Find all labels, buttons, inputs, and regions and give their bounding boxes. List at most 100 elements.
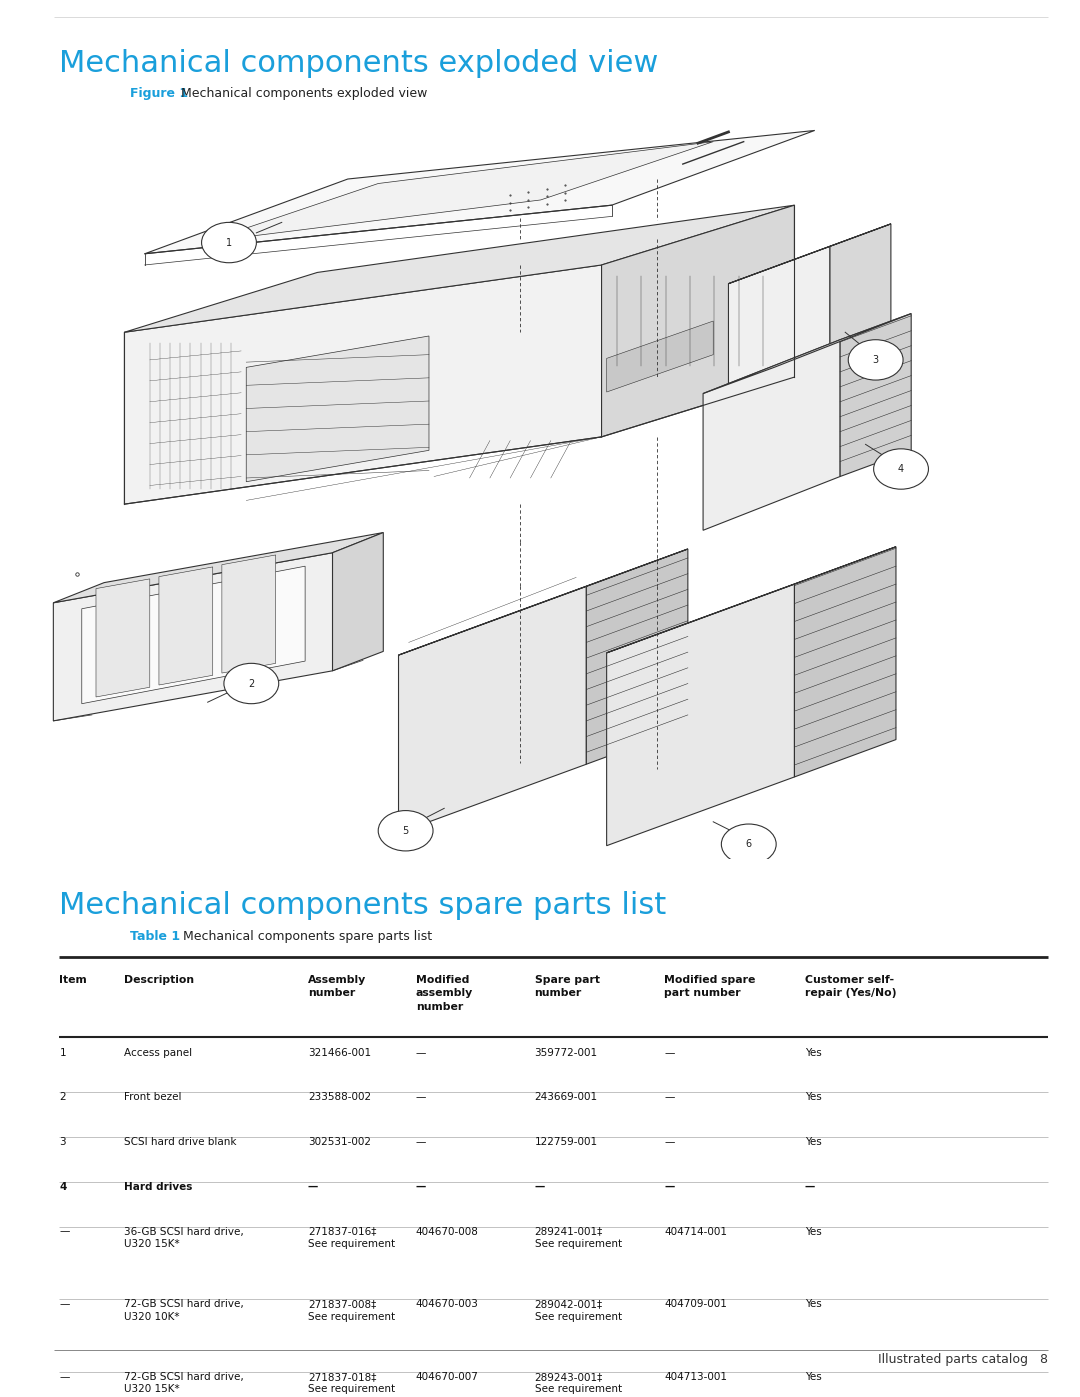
Text: 404713-001: 404713-001 <box>664 1372 727 1382</box>
Text: 36-GB SCSI hard drive,
U320 15K*: 36-GB SCSI hard drive, U320 15K* <box>124 1227 244 1249</box>
Text: 271837-008‡
See requirement: 271837-008‡ See requirement <box>308 1299 395 1322</box>
Text: 289042-001‡
See requirement: 289042-001‡ See requirement <box>535 1299 622 1322</box>
Text: 122759-001: 122759-001 <box>535 1137 597 1147</box>
Text: Modified
assembly
number: Modified assembly number <box>416 975 473 1011</box>
Text: Figure 1: Figure 1 <box>130 87 188 99</box>
Circle shape <box>378 810 433 851</box>
Text: —: — <box>416 1092 427 1102</box>
Polygon shape <box>53 532 383 602</box>
Text: 289243-001‡
See requirement: 289243-001‡ See requirement <box>535 1372 622 1394</box>
Text: Table 1: Table 1 <box>130 930 179 943</box>
Polygon shape <box>333 532 383 671</box>
Text: 4: 4 <box>59 1182 67 1192</box>
Polygon shape <box>246 335 429 482</box>
Text: 2: 2 <box>59 1092 66 1102</box>
Text: Hard drives: Hard drives <box>124 1182 192 1192</box>
Text: 302531-002: 302531-002 <box>308 1137 370 1147</box>
Text: —: — <box>664 1048 675 1058</box>
Text: 289241-001‡
See requirement: 289241-001‡ See requirement <box>535 1227 622 1249</box>
Text: Mechanical components spare parts list: Mechanical components spare parts list <box>59 891 666 921</box>
Text: Mechanical components exploded view: Mechanical components exploded view <box>181 87 428 99</box>
Polygon shape <box>221 555 275 673</box>
Polygon shape <box>840 313 912 476</box>
Polygon shape <box>124 265 602 504</box>
Text: 1: 1 <box>59 1048 66 1058</box>
Text: Yes: Yes <box>805 1227 822 1236</box>
Circle shape <box>202 222 256 263</box>
Polygon shape <box>124 205 795 332</box>
Polygon shape <box>96 578 150 697</box>
Text: —: — <box>308 1182 318 1192</box>
Text: 3: 3 <box>59 1137 66 1147</box>
Circle shape <box>224 664 279 704</box>
Polygon shape <box>729 246 831 400</box>
Text: Front bezel: Front bezel <box>124 1092 181 1102</box>
Text: —: — <box>416 1048 427 1058</box>
Text: 359772-001: 359772-001 <box>535 1048 597 1058</box>
Text: —: — <box>664 1092 675 1102</box>
Text: 321466-001: 321466-001 <box>308 1048 370 1058</box>
Text: —: — <box>416 1137 427 1147</box>
Text: SCSI hard drive blank: SCSI hard drive blank <box>124 1137 237 1147</box>
Text: Yes: Yes <box>805 1092 822 1102</box>
Text: 2: 2 <box>248 679 255 689</box>
Text: 72-GB SCSI hard drive,
U320 10K*: 72-GB SCSI hard drive, U320 10K* <box>124 1299 244 1322</box>
Polygon shape <box>703 313 912 394</box>
Polygon shape <box>607 584 795 845</box>
Text: 5: 5 <box>403 826 408 835</box>
Polygon shape <box>602 205 795 437</box>
Text: Customer self-
repair (Yes/No): Customer self- repair (Yes/No) <box>805 975 896 999</box>
Text: —: — <box>535 1182 544 1192</box>
Text: Modified spare
part number: Modified spare part number <box>664 975 756 999</box>
Text: 271837-016‡
See requirement: 271837-016‡ See requirement <box>308 1227 395 1249</box>
Polygon shape <box>729 224 891 284</box>
Text: 404670-008: 404670-008 <box>416 1227 478 1236</box>
Text: —: — <box>59 1299 70 1309</box>
Text: Yes: Yes <box>805 1048 822 1058</box>
Text: Mechanical components spare parts list: Mechanical components spare parts list <box>183 930 432 943</box>
Polygon shape <box>795 546 896 777</box>
Text: —: — <box>805 1182 814 1192</box>
Circle shape <box>874 448 929 489</box>
Text: 404670-003: 404670-003 <box>416 1299 478 1309</box>
Text: Spare part
number: Spare part number <box>535 975 599 999</box>
Polygon shape <box>607 321 713 393</box>
Circle shape <box>721 824 777 865</box>
Text: —: — <box>664 1137 675 1147</box>
Text: Assembly
number: Assembly number <box>308 975 366 999</box>
Text: 4: 4 <box>897 464 904 474</box>
Text: 404714-001: 404714-001 <box>664 1227 727 1236</box>
Text: 243669-001: 243669-001 <box>535 1092 597 1102</box>
Text: Yes: Yes <box>805 1299 822 1309</box>
Text: —: — <box>416 1182 426 1192</box>
Text: Access panel: Access panel <box>124 1048 192 1058</box>
Text: Illustrated parts catalog   8: Illustrated parts catalog 8 <box>878 1354 1048 1366</box>
Text: 404709-001: 404709-001 <box>664 1299 727 1309</box>
Text: Description: Description <box>124 975 194 985</box>
Polygon shape <box>399 587 586 833</box>
Text: Item: Item <box>59 975 87 985</box>
Polygon shape <box>82 566 306 704</box>
Polygon shape <box>831 224 891 362</box>
Text: 404670-007: 404670-007 <box>416 1372 478 1382</box>
Text: 1: 1 <box>226 237 232 247</box>
Text: 3: 3 <box>873 355 879 365</box>
Circle shape <box>848 339 903 380</box>
Text: 233588-002: 233588-002 <box>308 1092 370 1102</box>
Polygon shape <box>145 130 814 254</box>
Polygon shape <box>205 141 713 242</box>
Text: 6: 6 <box>745 840 752 849</box>
Text: —: — <box>59 1372 70 1382</box>
Text: Yes: Yes <box>805 1137 822 1147</box>
Polygon shape <box>399 549 688 655</box>
Polygon shape <box>53 553 333 721</box>
Text: —: — <box>664 1182 674 1192</box>
Polygon shape <box>586 549 688 764</box>
Polygon shape <box>607 546 896 652</box>
Text: Yes: Yes <box>805 1372 822 1382</box>
Text: Mechanical components exploded view: Mechanical components exploded view <box>59 49 659 78</box>
Text: —: — <box>59 1227 70 1236</box>
Polygon shape <box>703 339 840 531</box>
Polygon shape <box>159 567 213 685</box>
Text: 72-GB SCSI hard drive,
U320 15K*: 72-GB SCSI hard drive, U320 15K* <box>124 1372 244 1394</box>
